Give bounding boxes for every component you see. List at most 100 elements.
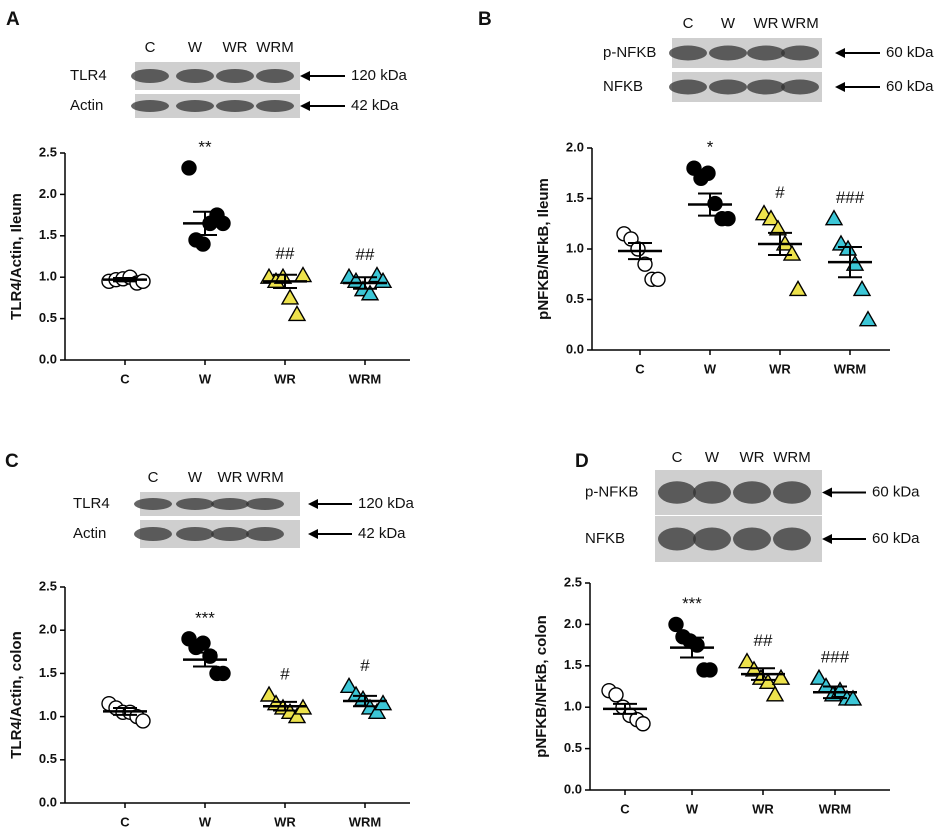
significance: *: [707, 138, 714, 157]
sem-bar: [751, 667, 775, 681]
y-tick-label: 1.0: [39, 708, 57, 723]
data-point: [280, 288, 300, 305]
data-point: [637, 256, 653, 272]
y-axis-label: pNFKB/NFkB, Ileum: [535, 178, 552, 320]
blot-band: [211, 527, 249, 541]
blot-band: [131, 100, 169, 112]
y-tick-label: 0.0: [566, 341, 584, 356]
significance: #: [360, 656, 370, 675]
arrow-head: [308, 499, 318, 509]
blot-band: [246, 527, 284, 541]
blot-name: TLR4: [73, 495, 110, 512]
sem-bar: [628, 241, 652, 261]
lane-label: C: [145, 39, 156, 56]
y-tick-label: 1.5: [566, 190, 584, 205]
blot-size: 60 kDa: [872, 483, 920, 500]
blot-band: [246, 498, 284, 510]
blot-name: p-NFKB: [603, 44, 656, 61]
panel-letter: B: [478, 9, 492, 30]
blot-size: 42 kDa: [358, 525, 406, 542]
blot-band: [693, 481, 731, 504]
data-point: [608, 687, 624, 703]
significance: ###: [836, 188, 865, 207]
lane-label: W: [721, 15, 736, 32]
blot-band: [134, 527, 172, 541]
blot-name: NFKB: [603, 78, 643, 95]
blot-band: [658, 481, 696, 504]
x-tick-label: W: [704, 361, 717, 376]
data-point: [761, 209, 781, 226]
x-tick-label: W: [199, 371, 212, 386]
data-point: [720, 210, 736, 227]
y-tick-label: 1.0: [564, 699, 582, 714]
blot-band: [747, 79, 785, 95]
data-point: [287, 707, 307, 724]
y-tick-label: 2.0: [39, 622, 57, 637]
blot-size: 60 kDa: [886, 44, 934, 61]
data-point: [765, 685, 785, 702]
data-point: [824, 209, 844, 226]
sem-bar: [193, 210, 217, 236]
lane-label: WR: [754, 15, 779, 32]
arrow-head: [822, 534, 832, 544]
blot-band: [781, 45, 819, 61]
arrow-head: [822, 487, 832, 498]
blot-band: [669, 79, 707, 95]
x-tick-label: C: [635, 361, 645, 376]
data-point: [852, 279, 872, 297]
x-tick-label: WR: [274, 814, 296, 829]
arrow-head: [300, 71, 310, 81]
x-tick-label: WR: [752, 801, 774, 816]
x-tick-label: C: [120, 814, 130, 829]
blot-band: [658, 527, 696, 551]
blot-band: [176, 527, 214, 541]
x-tick-label: W: [199, 814, 212, 829]
y-axis-label: TLR4/Actin, Ileum: [8, 193, 25, 320]
data-point: [135, 713, 151, 729]
panel-letter: D: [575, 451, 589, 472]
data-point: [668, 616, 684, 633]
blot-band: [176, 100, 214, 112]
blot-band: [733, 481, 771, 504]
y-tick-label: 2.5: [39, 578, 57, 593]
blot-band: [709, 79, 747, 95]
data-point: [782, 244, 802, 261]
y-tick-label: 0.5: [39, 751, 57, 766]
y-tick-label: 1.5: [39, 665, 57, 680]
lane-label: C: [672, 449, 683, 466]
blot-band: [176, 69, 214, 83]
x-tick-label: C: [620, 801, 630, 816]
x-tick-label: W: [686, 801, 699, 816]
y-tick-label: 2.0: [566, 139, 584, 154]
data-point: [702, 662, 718, 678]
y-tick-label: 1.0: [566, 240, 584, 255]
lane-label: WRM: [246, 469, 284, 486]
blot-band: [256, 69, 294, 83]
arrow-head: [300, 101, 310, 111]
data-point: [838, 239, 858, 256]
lane-label: WRM: [256, 39, 294, 56]
lane-label: WR: [223, 39, 248, 56]
data-point: [215, 665, 231, 682]
y-tick-label: 2.0: [564, 616, 582, 631]
blot-band: [176, 498, 214, 510]
lane-label: W: [705, 449, 720, 466]
data-point: [635, 716, 651, 732]
data-point: [181, 160, 197, 176]
panel-letter: A: [6, 9, 20, 30]
sem-bar: [680, 636, 704, 659]
data-point: [287, 305, 307, 322]
arrow-head: [835, 48, 845, 58]
y-tick-label: 0.0: [564, 781, 582, 796]
sem-bar: [768, 231, 792, 257]
x-tick-label: C: [120, 371, 130, 386]
data-point: [135, 273, 151, 290]
blot-name: p-NFKB: [585, 483, 638, 500]
lane-label: WRM: [781, 15, 819, 32]
significance: **: [198, 137, 212, 156]
significance: #: [775, 183, 785, 202]
y-tick-label: 1.0: [39, 269, 57, 284]
blot-size: 60 kDa: [886, 78, 934, 95]
x-tick-label: WR: [274, 371, 296, 386]
data-point: [259, 685, 279, 702]
